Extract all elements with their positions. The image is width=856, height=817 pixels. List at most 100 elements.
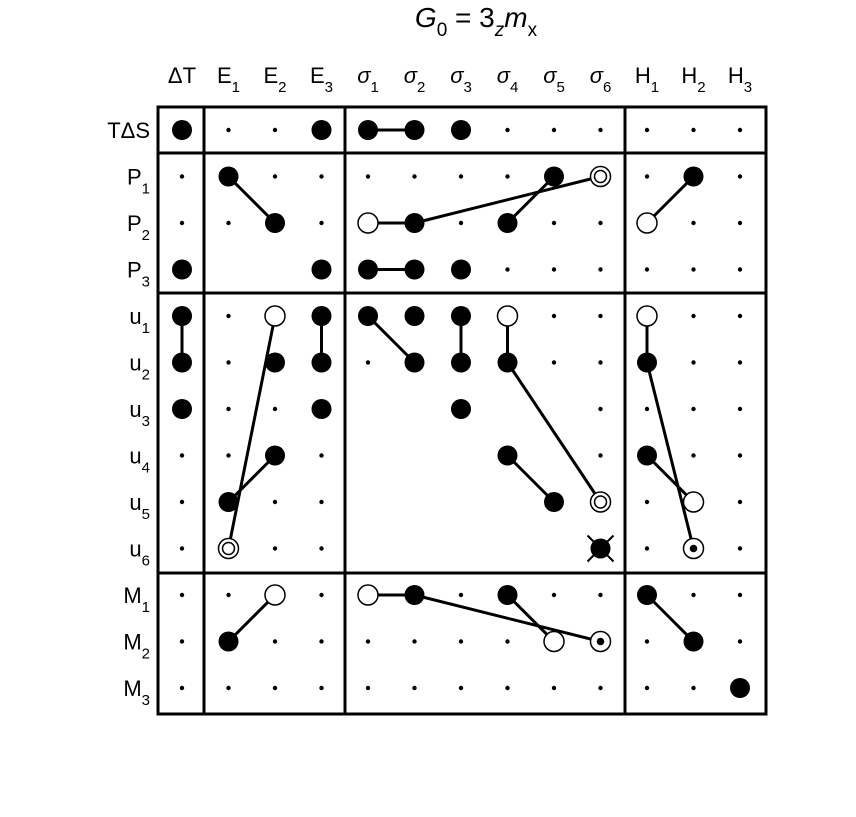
empty-cell-dot (598, 313, 603, 319)
empty-cell-dot (737, 267, 743, 272)
double-ring-marker (217, 537, 240, 560)
empty-cell-dot (551, 127, 557, 133)
filled-marker (172, 306, 192, 326)
empty-cell-dot (319, 685, 324, 691)
filled-marker (311, 352, 332, 373)
crossed-marker (586, 534, 615, 563)
empty-cell-dot (272, 174, 278, 179)
filled-marker (451, 399, 471, 419)
empty-cell-dot (179, 592, 185, 598)
empty-cell-dot (691, 127, 696, 133)
open-marker (357, 212, 379, 234)
empty-cell-dot (598, 267, 603, 272)
empty-cell-dot (272, 546, 278, 551)
row-label: M1 (123, 583, 150, 616)
empty-cell-dot (179, 453, 185, 458)
empty-cell-dot (365, 639, 371, 644)
empty-cell-dot (644, 174, 650, 179)
filled-marker (172, 352, 192, 373)
filled-marker (404, 352, 425, 373)
empty-cell-dot (644, 127, 650, 133)
filled-marker (172, 120, 192, 140)
column-label: σ3 (450, 63, 472, 96)
coupling-link (227, 454, 277, 504)
column-label: σ5 (543, 63, 565, 96)
empty-cell-dot (272, 685, 278, 691)
filled-marker (404, 585, 425, 605)
empty-cell-dot (644, 267, 650, 272)
empty-cell-dot (598, 360, 603, 365)
coupling-link (645, 175, 695, 225)
empty-cell-dot (319, 639, 324, 644)
column-label: H3 (728, 63, 752, 96)
empty-cell-dot (458, 685, 464, 691)
empty-cell-dot (319, 220, 324, 226)
empty-cell-dot (691, 360, 696, 365)
diagram-title: G0 = 3zmx (415, 2, 538, 41)
empty-cell-dot (644, 499, 650, 505)
empty-cell-dot (737, 220, 743, 226)
empty-cell-dot (737, 592, 743, 598)
coupling-link (645, 593, 695, 643)
filled-marker (311, 120, 332, 140)
open-marker (543, 630, 565, 653)
column-label: H1 (635, 63, 659, 96)
filled-marker (265, 445, 285, 466)
empty-cell-dot (505, 174, 510, 179)
empty-cell-dot (598, 127, 603, 133)
filled-marker (497, 352, 518, 373)
filled-marker (218, 166, 239, 187)
ring-dot-marker (682, 537, 705, 560)
empty-cell-dot (737, 313, 743, 319)
row-label: u3 (129, 397, 150, 430)
empty-cell-dot (691, 406, 696, 412)
coupling-link (227, 175, 277, 225)
filled-marker (404, 259, 425, 280)
empty-cell-dot (737, 174, 743, 179)
filled-marker (497, 585, 518, 605)
filled-marker (497, 213, 518, 233)
filled-marker (404, 120, 425, 140)
filled-marker (311, 259, 332, 280)
filled-marker (265, 213, 285, 233)
empty-cell-dot (691, 220, 696, 226)
empty-cell-dot (505, 685, 510, 691)
open-marker (636, 305, 658, 327)
empty-cell-dot (226, 220, 231, 226)
empty-cell-dot (598, 220, 603, 226)
empty-cell-dot (737, 453, 743, 458)
filled-marker (358, 306, 378, 326)
empty-cell-dot (319, 499, 324, 505)
empty-cell-dot (458, 220, 464, 226)
empty-cell-dot (179, 220, 185, 226)
coupling-link (366, 314, 416, 364)
column-label: σ4 (497, 63, 519, 96)
row-label: u6 (129, 537, 150, 570)
coupling-links (180, 128, 695, 643)
open-marker (264, 305, 286, 327)
row-label: P3 (127, 258, 150, 291)
coupling-link (506, 593, 556, 643)
filled-marker (358, 120, 378, 140)
row-label: u5 (129, 490, 150, 523)
empty-cell-dot (319, 546, 324, 551)
column-label: E3 (310, 63, 333, 96)
coupling-link (506, 361, 602, 504)
empty-cell-dot (226, 127, 231, 133)
open-marker (264, 584, 286, 606)
empty-cell-dot (737, 499, 743, 505)
column-label: E1 (217, 63, 240, 96)
filled-marker (497, 445, 518, 466)
empty-cell-dot (691, 453, 696, 458)
row-labels: TΔS P1 P2 P3 u1 u2 u3 u4 u5 u6 M1 M2 M3 (107, 118, 150, 709)
empty-cell-dot (319, 453, 324, 458)
empty-cell-dots (179, 127, 743, 691)
column-label: σ6 (590, 63, 612, 96)
empty-cell-dot (691, 685, 696, 691)
coupling-link (506, 454, 556, 504)
empty-cell-dot (458, 639, 464, 644)
coupling-link (506, 175, 556, 225)
filled-marker (218, 631, 239, 652)
